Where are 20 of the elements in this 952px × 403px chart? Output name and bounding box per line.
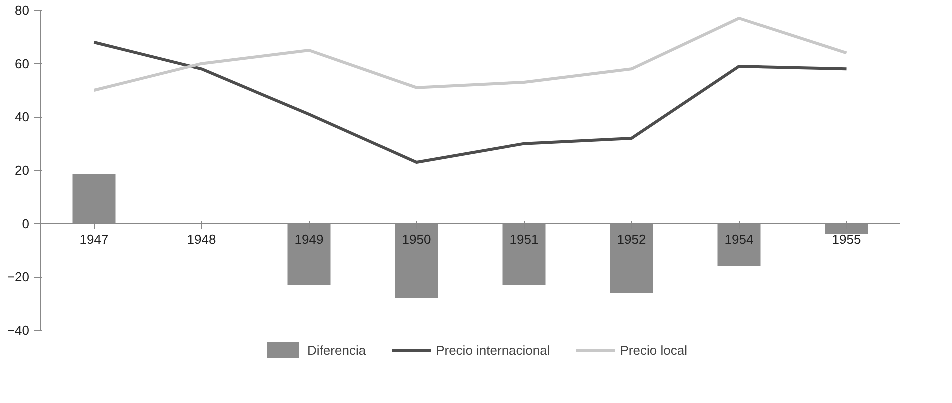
x-tick-label: 1947 (80, 232, 109, 247)
legend-label: Diferencia (308, 342, 366, 358)
line-series (92, 41, 848, 164)
y-tick-label: 80 (15, 3, 30, 18)
legend-label: Precio local (620, 342, 688, 358)
line-series (92, 17, 848, 92)
x-tick-label: 1951 (510, 232, 539, 247)
y-tick-label: 40 (15, 110, 30, 125)
y-tick-label: 60 (15, 56, 30, 72)
y-tick-label: 20 (15, 163, 30, 178)
x-tick-label: 1955 (832, 232, 862, 247)
x-tick-label: 1952 (617, 232, 646, 247)
y-tick-label: −40 (7, 323, 30, 338)
y-tick-label: −20 (7, 270, 30, 285)
x-tick-label: 1948 (187, 232, 216, 247)
x-tick-label: 1950 (402, 232, 432, 247)
y-tick-label: 0 (22, 216, 30, 232)
legend-label: Precio internacional (436, 342, 550, 358)
x-tick-label: 1949 (294, 232, 324, 247)
x-tick-label: 1954 (724, 232, 754, 247)
